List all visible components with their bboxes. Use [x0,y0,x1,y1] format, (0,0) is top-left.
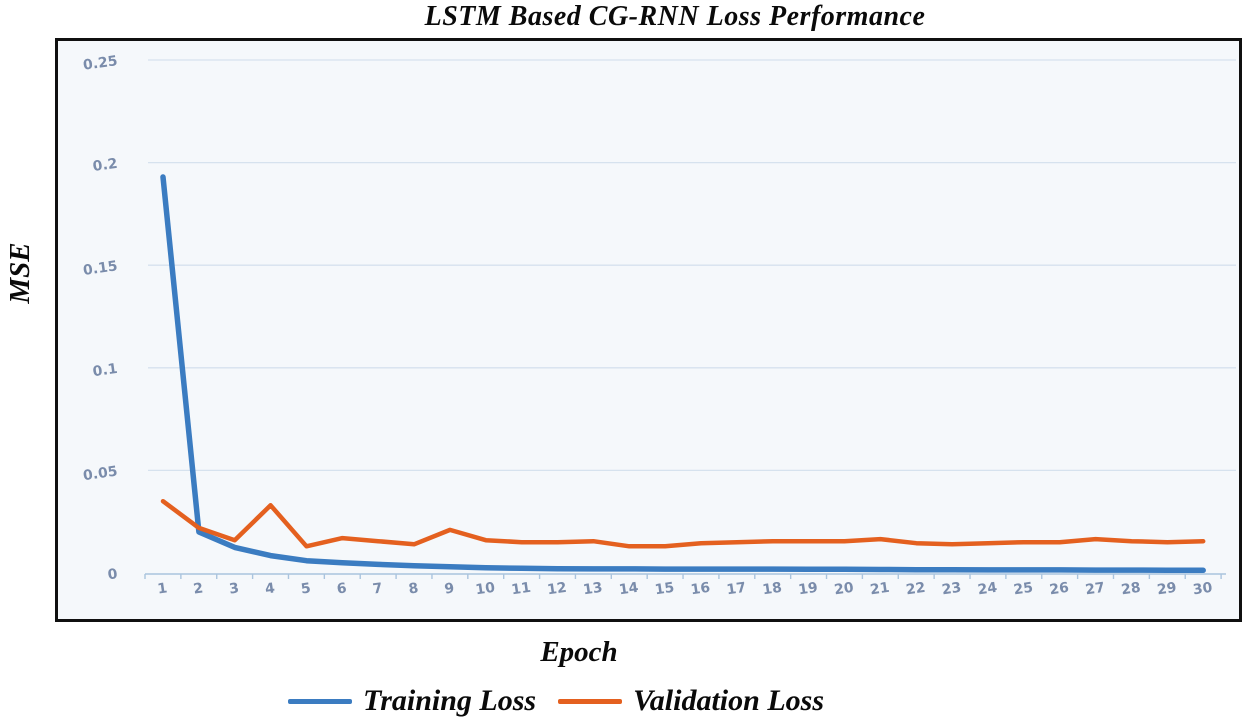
chart-title: LSTM Based CG-RNN Loss Performance [424,1,926,32]
y-tick-label: 0.1 [92,361,119,380]
x-tick-label: 15 [654,580,676,599]
x-tick-label: 30 [1192,580,1214,599]
training-loss-line [160,174,1206,574]
x-tick-label: 17 [726,580,748,599]
x-tick-label: 2 [192,580,204,597]
chart-legend: Training Loss Validation Loss [288,681,824,721]
x-tick-label: 3 [228,580,240,597]
x-tick-label: 10 [475,580,497,599]
x-tick-label: 28 [1120,580,1142,599]
x-tick-label: 18 [761,580,783,599]
chart-canvas: 00.050.10.150.20.251 2 3 4 5 6 7 8 9 10 11 12 13 14 15… [82,53,1236,599]
x-tick-label: 9 [443,580,455,597]
x-tick-label: 12 [546,580,568,599]
validation-loss-line-swatch [558,698,623,704]
plot-area: 0 0.05 0.1 0.15 0.2 0.25 1 2 3 4 5 6 7 8 9 10 11 12 13 14 15… [55,38,1242,622]
x-tick-label: 23 [941,580,963,599]
x-tick-label: 20 [833,580,855,599]
legend-label-validation: Validation Loss [633,684,824,717]
x-tick-label: 5 [300,580,312,597]
x-tick-label: 14 [618,580,640,599]
x-tick-label: 6 [336,580,348,597]
y-tick-label: 0.05 [82,464,118,485]
x-tick-label: 11 [510,580,532,599]
x-tick-label: 7 [372,580,384,597]
legend-item-validation: Validation Loss [558,684,824,718]
y-tick-label: 0.2 [92,156,119,175]
training-loss-line-swatch [288,698,352,704]
x-tick-label: 16 [690,580,712,599]
x-tick-label: 13 [582,580,604,599]
x-tick-label: 21 [869,580,891,599]
x-tick-label: 24 [977,580,999,599]
x-tick-label: 27 [1084,580,1106,599]
y-axis-title: MSE [4,242,36,304]
legend-item-training: Training Loss [288,684,536,718]
x-tick-label: 26 [1048,580,1070,599]
x-tick-label: 22 [905,580,927,599]
validation-loss-line [160,498,1206,549]
x-tick-label: 19 [797,580,819,599]
y-tick-label: 0 [107,566,119,583]
x-tick-label: 29 [1156,580,1178,599]
x-tick-label: 25 [1013,580,1035,599]
x-axis-title: Epoch [540,636,618,668]
x-tick-label: 4 [264,580,276,597]
y-tick-label: 0.25 [82,53,118,74]
x-tick-label: 8 [408,580,420,597]
legend-label-training: Training Loss [363,684,537,717]
x-tick-label: 1 [157,580,169,597]
y-tick-label: 0.15 [82,258,118,279]
